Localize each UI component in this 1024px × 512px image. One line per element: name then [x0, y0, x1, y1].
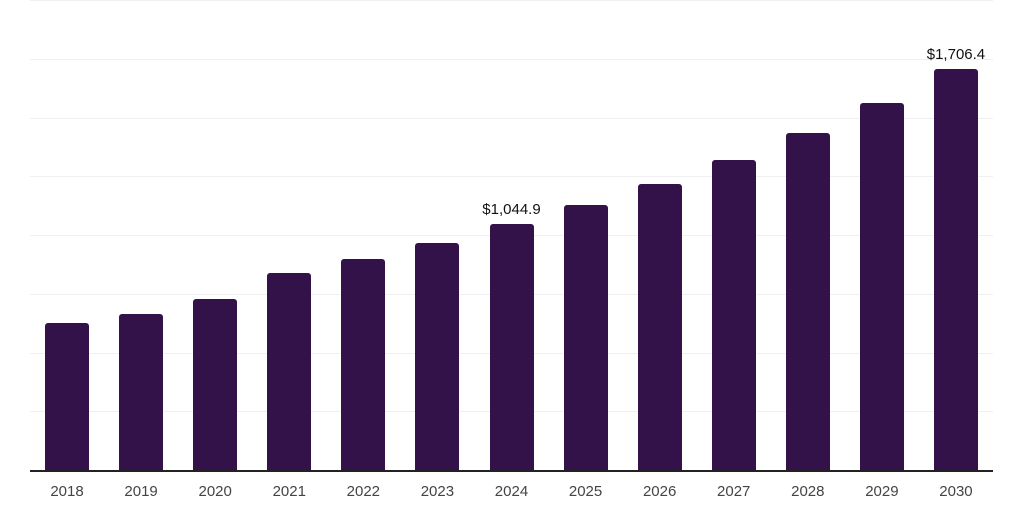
x-tick-label-2018: 2018 [50, 483, 84, 500]
bar-2023 [415, 242, 460, 470]
bar-2025 [563, 204, 608, 470]
x-tick-label-2025: 2025 [568, 483, 603, 500]
x-tick-label-2019: 2019 [124, 483, 158, 500]
x-tick-label-2029: 2029 [865, 483, 899, 500]
bar-2020 [193, 298, 238, 470]
x-tick-label-2030: 2030 [939, 483, 973, 500]
bar-2024 [489, 224, 534, 470]
x-tick-label-2028: 2028 [791, 483, 825, 500]
bar-2019 [119, 313, 164, 470]
x-tick-label-2027: 2027 [717, 483, 751, 500]
x-tick-label-2022: 2022 [346, 483, 381, 500]
bar-2028 [785, 132, 830, 470]
bar-2018 [45, 322, 90, 470]
bar-2030 [933, 69, 978, 470]
gridline [30, 58, 993, 60]
gridline [30, 117, 993, 119]
plot-area: $1,044.9 $1,706.4 [30, 0, 993, 472]
x-tick-label-2023: 2023 [420, 483, 455, 500]
bar-2026 [637, 184, 682, 470]
bar-2029 [859, 102, 904, 470]
x-axis-tick-labels: 2018 2019 2020 2021 2022 2023 2024 2025 2026 2027… [30, 483, 993, 505]
x-tick-label-2024: 2024 [494, 483, 529, 500]
bar-2027 [711, 159, 756, 470]
x-tick-label-2021: 2021 [272, 483, 306, 500]
x-tick-label-2020: 2020 [198, 483, 232, 500]
bar-value-label-2024: $1,044.9 [482, 201, 541, 219]
bar-2021 [267, 272, 312, 470]
gridline [30, 0, 993, 1]
gridline [30, 176, 993, 178]
x-tick-label-2026: 2026 [642, 483, 677, 500]
bar-value-label-2030: $1,706.4 [926, 46, 986, 63]
bar-2022 [341, 258, 386, 470]
